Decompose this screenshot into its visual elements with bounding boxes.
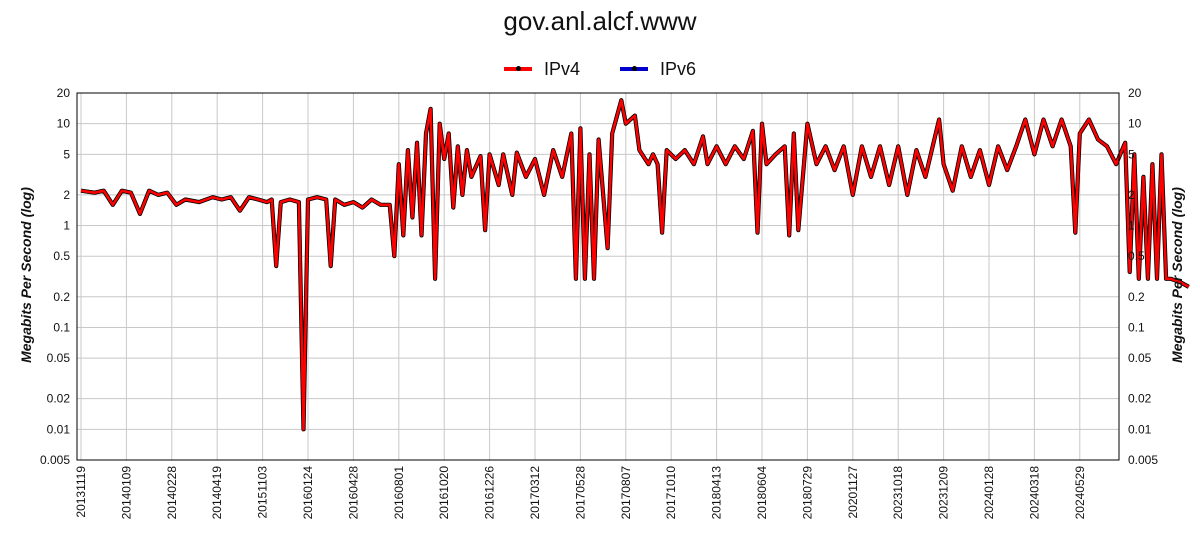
y-tick-label-right: 0.01 bbox=[1128, 422, 1152, 436]
x-tick-label: 20161226 bbox=[483, 466, 497, 520]
y-tick-label-left: 0.01 bbox=[47, 422, 71, 436]
x-tick-label: 20240318 bbox=[1027, 466, 1041, 520]
y-tick-label-right: 0.05 bbox=[1128, 351, 1152, 365]
legend-label-ipv4: IPv4 bbox=[544, 58, 581, 79]
x-tick-label: 20170528 bbox=[573, 466, 587, 520]
y-tick-label-right: 1 bbox=[1128, 219, 1135, 233]
y-tick-label-right: 5 bbox=[1128, 147, 1135, 161]
x-tick-label: 20151103 bbox=[256, 466, 270, 519]
x-tick-label: 20160801 bbox=[392, 466, 406, 520]
x-tick-label: 20161020 bbox=[437, 466, 451, 520]
series-outline-ipv4 bbox=[80, 98, 1190, 432]
y-tick-label-right: 20 bbox=[1128, 86, 1142, 100]
x-ticks: 20131119 20140109 20140228 20140419 20151103… bbox=[74, 466, 1087, 520]
y-ticks-left: 20 10 5 2 1 0.5 0.2 0.1 0.05 0.02 0.01 0.005 bbox=[40, 86, 70, 467]
y-ticks-right: 20 10 5 2 1 0.5 0.2 0.1 0.05 0.02 0.01 0.005 bbox=[1128, 86, 1158, 467]
legend-swatch-ipv4 bbox=[504, 66, 532, 71]
x-tick-label: 20170312 bbox=[528, 466, 542, 520]
y-tick-label-left: 2 bbox=[63, 188, 70, 202]
x-tick-label: 20171010 bbox=[664, 466, 678, 520]
y-tick-label-right: 10 bbox=[1128, 117, 1142, 131]
x-tick-label: 20180604 bbox=[755, 466, 769, 520]
y-tick-label-right: 0.02 bbox=[1128, 392, 1152, 406]
x-tick-label: 20231209 bbox=[937, 466, 951, 520]
y-tick-label-left: 1 bbox=[63, 219, 70, 233]
y-tick-label-left: 10 bbox=[57, 117, 71, 131]
y-tick-label-right: 2 bbox=[1128, 188, 1135, 202]
x-tick-label: 20240128 bbox=[982, 466, 996, 520]
legend-label-ipv6: IPv6 bbox=[660, 58, 697, 79]
legend-item-ipv6: IPv6 bbox=[620, 58, 696, 80]
y-axis-label-right: Megabits Per Second (log) bbox=[1169, 187, 1185, 363]
x-tick-label: 20140419 bbox=[210, 466, 224, 520]
y-tick-label-right: 0.5 bbox=[1128, 249, 1145, 263]
chart-title: gov.anl.alcf.www bbox=[503, 6, 697, 36]
y-tick-label-left: 0.2 bbox=[53, 290, 70, 304]
y-tick-label-right: 0.1 bbox=[1128, 320, 1145, 334]
legend: IPv4 IPv6 bbox=[0, 58, 1200, 80]
y-axis-label-left: Megabits Per Second (log) bbox=[18, 187, 34, 363]
x-tick-label: 20201127 bbox=[846, 466, 860, 519]
legend-item-ipv4: IPv4 bbox=[504, 58, 580, 80]
series-layer bbox=[80, 98, 1190, 432]
x-tick-label: 20231018 bbox=[891, 466, 905, 520]
y-tick-label-left: 0.05 bbox=[47, 351, 71, 365]
x-tick-label: 20240529 bbox=[1073, 466, 1087, 520]
x-tick-label: 20140228 bbox=[165, 466, 179, 520]
x-tick-label: 20160124 bbox=[301, 466, 315, 520]
x-tick-label: 20131119 bbox=[74, 466, 88, 518]
x-tick-label: 20140109 bbox=[119, 466, 133, 520]
y-tick-label-left: 20 bbox=[57, 86, 71, 100]
y-tick-label-left: 0.1 bbox=[53, 320, 70, 334]
x-tick-label: 20160428 bbox=[346, 466, 360, 520]
legend-swatch-ipv6 bbox=[620, 66, 648, 71]
y-tick-label-left: 5 bbox=[63, 147, 70, 161]
y-tick-label-left: 0.02 bbox=[47, 392, 71, 406]
series-line-ipv4 bbox=[80, 98, 1190, 431]
y-tick-label-left: 0.5 bbox=[53, 249, 70, 263]
x-tick-label: 20170807 bbox=[619, 466, 633, 520]
y-tick-label-left: 0.005 bbox=[40, 453, 70, 467]
x-tick-label: 20180729 bbox=[800, 466, 814, 520]
y-tick-label-right: 0.005 bbox=[1128, 453, 1158, 467]
y-tick-label-right: 0.2 bbox=[1128, 290, 1145, 304]
plot-frame bbox=[76, 92, 1120, 461]
x-tick-label: 20180413 bbox=[710, 466, 724, 520]
